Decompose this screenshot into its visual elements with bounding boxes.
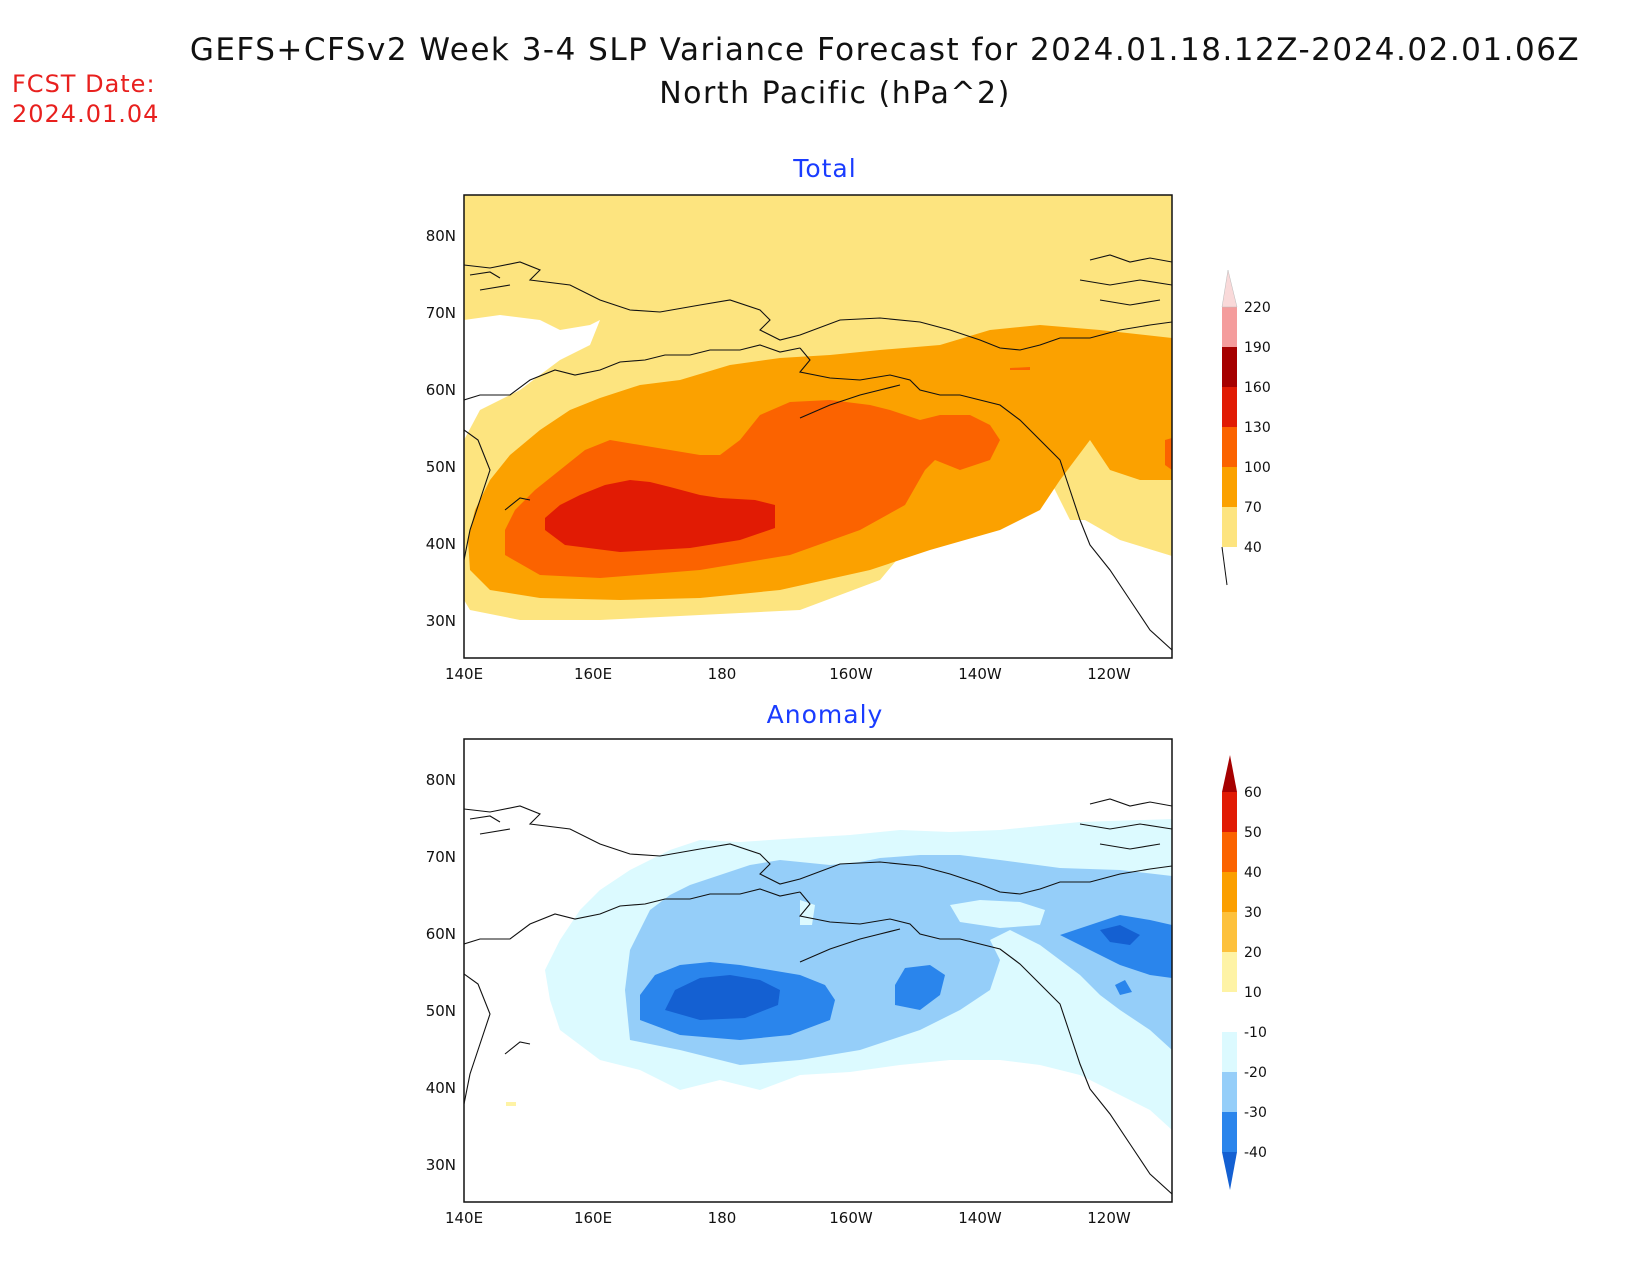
total-cb-swatch <box>1222 507 1237 547</box>
anomaly-map <box>464 739 1172 1202</box>
y-tick-label: 80N <box>426 227 456 245</box>
x-tick-label: 160W <box>829 665 873 683</box>
colorbar-arrow-bottom <box>1221 546 1228 586</box>
anomaly-cb-swatch <box>1222 992 1237 1032</box>
y-tick-label: 60N <box>426 925 456 943</box>
x-tick-label: 140W <box>958 665 1002 683</box>
x-tick-label: 140W <box>958 1209 1002 1227</box>
total-cb-swatch <box>1222 307 1237 347</box>
total-map <box>464 195 1172 658</box>
y-tick-label: 60N <box>426 381 456 399</box>
total-cb-swatch <box>1222 387 1237 427</box>
forecast-date-value: 2024.01.04 <box>12 100 160 128</box>
y-tick-label: 50N <box>426 1002 456 1020</box>
anomaly-cb-label: 40 <box>1244 865 1262 881</box>
x-tick-label: 180 <box>708 1209 737 1227</box>
total-colorbar: 40 70 100 130 160 190 220 <box>1221 269 1271 586</box>
anomaly-cb-label: 10 <box>1244 985 1262 1001</box>
total-cb-swatch <box>1222 347 1237 387</box>
y-tick-label: 70N <box>426 848 456 866</box>
anomaly-cb-label: -20 <box>1244 1065 1267 1081</box>
anomaly-cb-swatch <box>1222 952 1237 992</box>
total-cb-label: 190 <box>1244 340 1271 356</box>
anomaly-colorbar: -40 -30 -20 -10 10 20 30 40 50 60 <box>1222 755 1267 1190</box>
anomaly-cb-swatch <box>1222 1072 1237 1112</box>
x-tick-label: 140E <box>445 1209 483 1227</box>
y-tick-label: 70N <box>426 304 456 322</box>
colorbar-arrow-bottom <box>1222 1152 1237 1190</box>
anomaly-contour-40 <box>665 975 780 1020</box>
x-tick-label: 180 <box>708 665 737 683</box>
x-tick-label: 160W <box>829 1209 873 1227</box>
y-tick-label: 50N <box>426 458 456 476</box>
y-tick-label: 40N <box>426 535 456 553</box>
anomaly-y-axis: 80N 70N 60N 50N 40N 30N <box>426 771 456 1174</box>
x-tick-label: 120W <box>1087 1209 1131 1227</box>
y-tick-label: 80N <box>426 771 456 789</box>
x-tick-label: 140E <box>445 665 483 683</box>
total-cb-label: 40 <box>1244 540 1262 556</box>
anomaly-cb-label: -40 <box>1244 1145 1267 1161</box>
main-title: GEFS+CFSv2 Week 3-4 SLP Variance Forecas… <box>189 32 1581 68</box>
total-cb-swatch <box>1222 427 1237 467</box>
anomaly-cb-swatch <box>1222 832 1237 872</box>
x-tick-label: 160E <box>574 1209 612 1227</box>
anomaly-cb-label: 30 <box>1244 905 1262 921</box>
anomaly-cb-label: -10 <box>1244 1025 1267 1041</box>
subtitle: North Pacific (hPa^2) <box>659 76 1011 111</box>
y-tick-label: 30N <box>426 1156 456 1174</box>
total-cb-label: 130 <box>1244 420 1271 436</box>
anomaly-cb-label: 20 <box>1244 945 1262 961</box>
total-cb-swatch <box>1222 467 1237 507</box>
total-cb-label: 220 <box>1244 300 1271 316</box>
anomaly-cb-swatch <box>1222 872 1237 912</box>
total-cb-label: 100 <box>1244 460 1271 476</box>
colorbar-arrow-top <box>1221 269 1238 308</box>
y-tick-label: 40N <box>426 1079 456 1097</box>
x-tick-label: 160E <box>574 665 612 683</box>
y-tick-label: 30N <box>426 612 456 630</box>
anomaly-cb-label: 60 <box>1244 785 1262 801</box>
anomaly-panel-title: Anomaly <box>767 700 884 729</box>
anomaly-cb-swatch <box>1222 1032 1237 1072</box>
total-contour-130 <box>545 480 775 552</box>
colorbar-arrow-top <box>1222 755 1237 792</box>
total-x-axis: 140E 160E 180 160W 140W 120W <box>445 665 1131 683</box>
total-coastlines <box>464 254 1172 651</box>
forecast-date-label: FCST Date: <box>12 70 156 98</box>
anomaly-cb-swatch <box>1222 792 1237 832</box>
total-cb-label: 160 <box>1244 380 1271 396</box>
total-y-axis: 80N 70N 60N 50N 40N 30N <box>426 227 456 630</box>
anomaly-cb-label: -30 <box>1244 1105 1267 1121</box>
x-tick-label: 120W <box>1087 665 1131 683</box>
anomaly-coastlines <box>464 798 1172 1195</box>
anomaly-cb-label: 50 <box>1244 825 1262 841</box>
total-cb-label: 70 <box>1244 500 1262 516</box>
anomaly-x-axis: 140E 160E 180 160W 140W 120W <box>445 1209 1131 1227</box>
anomaly-cb-swatch <box>1222 912 1237 952</box>
anomaly-cb-swatch <box>1222 1112 1237 1152</box>
total-frame <box>463 194 1173 659</box>
anomaly-frame <box>463 738 1173 1203</box>
total-panel-title: Total <box>792 154 856 183</box>
